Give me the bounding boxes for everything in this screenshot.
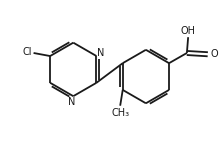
Text: O: O [210,49,218,59]
Text: CH₃: CH₃ [111,108,129,118]
Text: N: N [68,97,76,107]
Text: Cl: Cl [22,48,31,57]
Text: OH: OH [181,26,196,36]
Text: N: N [97,48,105,58]
